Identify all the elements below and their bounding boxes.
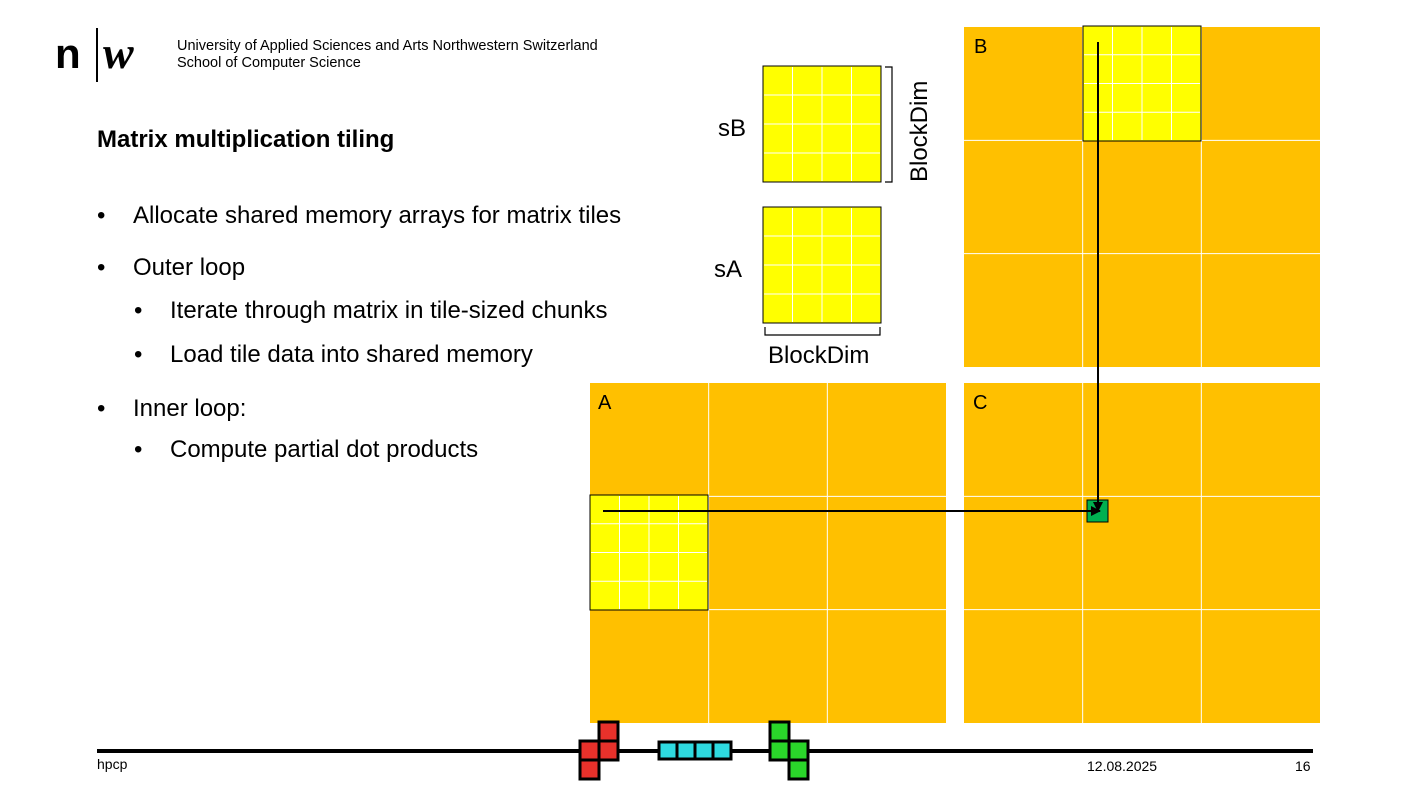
shared-a-label: sA	[714, 256, 742, 283]
bullet-text: Outer loop	[133, 254, 246, 281]
bullet-text: Inner loop:	[133, 395, 247, 422]
tetris-decoration	[578, 720, 810, 781]
svg-text:w: w	[103, 28, 134, 78]
fhnw-logo: n w	[55, 28, 134, 82]
bullet-text: Load tile data into shared memory	[170, 341, 533, 368]
bullet-dot: •	[134, 341, 143, 368]
bullet-text: Iterate through matrix in tile-sized chu…	[170, 297, 608, 324]
matrix-c	[964, 383, 1320, 723]
slide-title: Matrix multiplication tiling	[97, 126, 395, 153]
footer-page-number: 16	[1295, 758, 1311, 774]
blockdim-vertical-bracket	[885, 66, 893, 183]
bullet-text: Allocate shared memory arrays for matrix…	[133, 202, 622, 229]
university-line2: School of Computer Science	[177, 55, 361, 71]
matrix-b-label: B	[974, 36, 987, 58]
blockdim-horizontal-label: BlockDim	[768, 342, 869, 369]
bullet-dot: •	[97, 254, 106, 281]
matrix-c-label: C	[973, 392, 987, 414]
shared-b-label: sB	[718, 115, 746, 142]
matrix-a-label: A	[598, 392, 612, 414]
svg-text:n: n	[55, 30, 81, 77]
university-line1: University of Applied Sciences and Arts …	[177, 38, 598, 54]
bullet-dot: •	[134, 436, 143, 463]
bullet-dot: •	[97, 395, 106, 422]
bullet-text: Compute partial dot products	[170, 436, 479, 463]
bullet-dot: •	[97, 202, 106, 229]
footer-date: 12.08.2025	[1087, 758, 1158, 774]
university-name: University of Applied Sciences and Arts …	[177, 38, 598, 72]
footer-course: hpcp	[97, 756, 128, 772]
blockdim-horizontal-bracket	[764, 327, 881, 336]
blockdim-vertical-label: BlockDim	[906, 81, 933, 182]
bullet-dot: •	[134, 297, 143, 324]
